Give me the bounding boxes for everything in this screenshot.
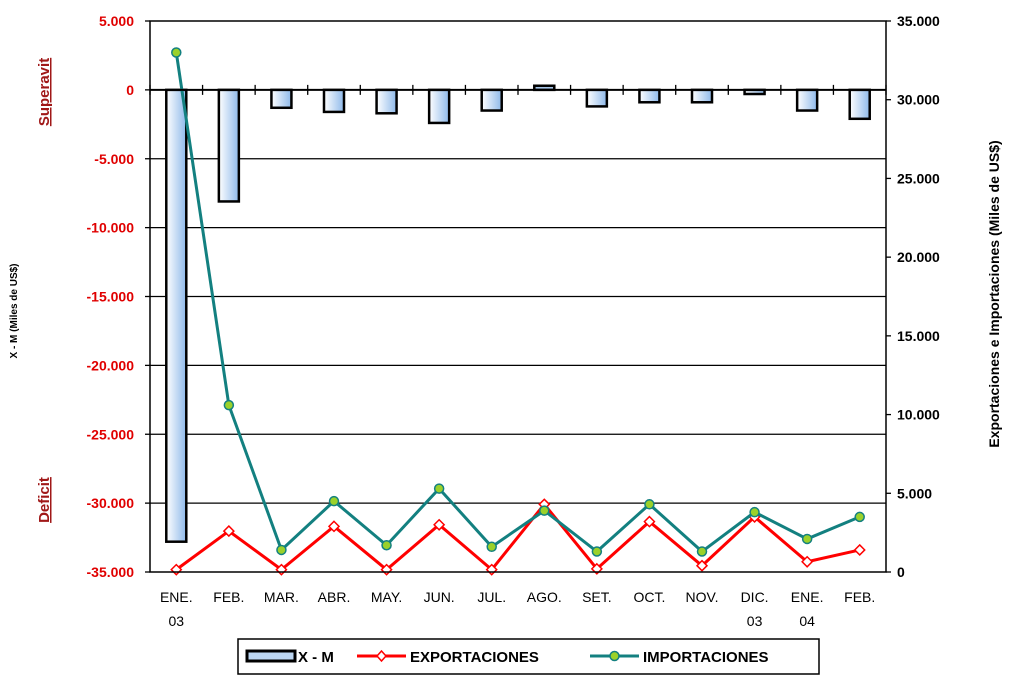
left-tick-label: -20.000 xyxy=(87,357,135,373)
x-tick-label: FEB. xyxy=(213,589,244,605)
point-exportaciones xyxy=(853,543,866,557)
point-importaciones xyxy=(381,539,392,551)
right-tick-label: 30.000 xyxy=(897,92,940,108)
bar-x-m xyxy=(427,88,451,125)
right-tick-label: 10.000 xyxy=(897,407,940,423)
right-tick-label: 20.000 xyxy=(897,249,940,265)
superavit-label: Superavit xyxy=(36,58,53,126)
right-tick-label: 15.000 xyxy=(897,328,940,344)
bar-x-m xyxy=(638,88,661,104)
left-tick-label: -15.000 xyxy=(87,289,135,305)
x-tick-label: JUN. xyxy=(424,589,455,605)
x-tick-label: NOV. xyxy=(686,589,719,605)
point-exportaciones xyxy=(695,559,709,572)
x-tick-label: ENE. xyxy=(791,589,824,605)
legend-label-importaciones: IMPORTACIONES xyxy=(643,649,769,666)
legend-marker-exportaciones xyxy=(375,649,388,663)
left-tick-label: -10.000 xyxy=(87,220,135,236)
point-exportaciones xyxy=(485,563,498,576)
point-exportaciones xyxy=(170,563,183,576)
point-importaciones xyxy=(539,505,550,516)
bar-x-m xyxy=(585,88,609,108)
bar-x-m xyxy=(690,88,714,104)
left-axis-title: X - M (Miles de US$) xyxy=(9,263,20,358)
bar-x-m xyxy=(848,88,871,121)
right-tick-label: 35.000 xyxy=(897,13,940,29)
point-importaciones xyxy=(591,546,603,557)
point-exportaciones xyxy=(433,518,446,531)
point-exportaciones xyxy=(801,555,814,568)
x-tick-label: FEB. xyxy=(844,589,875,605)
point-importaciones xyxy=(801,533,813,545)
bar-x-m xyxy=(322,88,346,114)
point-importaciones xyxy=(749,506,760,518)
right-axis-title: Exportaciones e Importaciones (Miles de … xyxy=(986,140,1002,447)
line-importaciones xyxy=(174,52,861,554)
legend-label-exportaciones: EXPORTACIONES xyxy=(410,649,539,666)
bar-series-x-m xyxy=(165,84,871,543)
left-tick-label: -5.000 xyxy=(94,151,134,167)
line-series xyxy=(170,47,866,576)
x-tick-label: SET. xyxy=(582,589,612,605)
x-tick-label: ENE. xyxy=(160,589,193,605)
point-importaciones xyxy=(171,47,182,58)
x-axis-ticks: ENE. 03 FEB. MAR. ABR. MAY. JUN. JUL. AGO. SET. OC… xyxy=(160,589,875,629)
x-tick-sublabel: 04 xyxy=(799,613,815,629)
grid-lines xyxy=(150,89,886,504)
x-tick-label: OCT. xyxy=(633,589,665,605)
legend-marker-importaciones xyxy=(609,650,620,662)
left-tick-label: -25.000 xyxy=(87,426,135,442)
line-exportaciones xyxy=(175,501,861,572)
bar-x-m xyxy=(217,88,241,203)
bar-x-m xyxy=(795,88,819,112)
point-importaciones xyxy=(854,511,865,523)
right-axis-ticks: 35.000 30.000 25.000 20.000 15.000 10.000 5.00… xyxy=(886,13,940,580)
deficit-label: Deficit xyxy=(36,477,53,523)
x-tick-label: MAR. xyxy=(264,589,299,605)
x-tick-label: MAY. xyxy=(371,589,402,605)
left-tick-label: -35.000 xyxy=(87,564,135,580)
bar-x-m xyxy=(375,88,398,115)
point-exportaciones xyxy=(327,520,341,533)
point-importaciones xyxy=(433,483,445,494)
point-importaciones xyxy=(486,541,497,553)
right-tick-label: 25.000 xyxy=(897,170,940,186)
point-importaciones xyxy=(223,399,235,411)
x-tick-label: DIC. xyxy=(741,589,769,605)
point-importaciones xyxy=(644,499,655,510)
bar-x-m xyxy=(270,88,293,110)
x-tick-label: ABR. xyxy=(318,589,351,605)
right-tick-label: 5.000 xyxy=(897,485,932,501)
left-axis-ticks: 5.000 0 -5.000 -10.000 -15.000 -20.000 -25.000… xyxy=(87,13,150,580)
point-importaciones xyxy=(696,546,708,557)
right-tick-label: 0 xyxy=(897,564,905,580)
left-tick-label: 0 xyxy=(126,82,134,98)
legend: X - M EXPORTACIONES IMPORTACIONES xyxy=(237,638,820,675)
x-tick-label: AGO. xyxy=(527,589,562,605)
left-tick-label: -30.000 xyxy=(87,495,135,511)
legend-box xyxy=(237,638,820,675)
legend-label-x-m: X - M xyxy=(298,649,334,666)
point-exportaciones xyxy=(643,515,656,528)
x-tick-sublabel: 03 xyxy=(168,613,184,629)
point-importaciones xyxy=(276,544,287,556)
x-tick-label: JUL. xyxy=(477,589,506,605)
point-exportaciones xyxy=(222,525,235,538)
legend-swatch-x-m xyxy=(245,649,297,663)
x-tick-sublabel: 03 xyxy=(747,613,763,629)
left-tick-label: 5.000 xyxy=(99,13,134,29)
point-importaciones xyxy=(328,495,340,507)
bar-x-m xyxy=(480,88,503,112)
bar-x-m xyxy=(165,88,188,543)
